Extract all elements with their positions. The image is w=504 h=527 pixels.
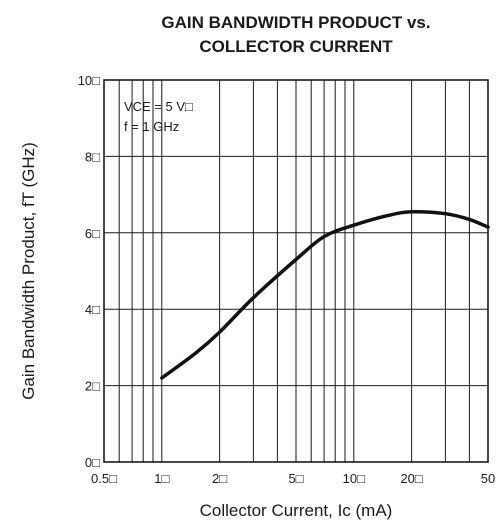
y-axis-label: Gain Bandwidth Product, fT (GHz) xyxy=(19,142,38,400)
annotation-vce: VCE = 5 V□ xyxy=(124,99,193,114)
y-tick-label: 10□ xyxy=(78,73,100,88)
chart-title-line-2: COLLECTOR CURRENT xyxy=(199,37,393,56)
x-tick-label: 5□ xyxy=(288,471,303,486)
x-tick-label: 20□ xyxy=(400,471,422,486)
x-tick-label: 2□ xyxy=(212,471,227,486)
x-tick-label: 1□ xyxy=(154,471,169,486)
annotation-frequency: f = 1 GHz xyxy=(124,119,179,134)
series-layer xyxy=(160,209,490,380)
y-tick-label: 2□ xyxy=(85,379,100,394)
y-tick-label: 6□ xyxy=(85,226,100,241)
y-tick-label: 0□ xyxy=(85,455,100,470)
grid xyxy=(103,79,489,463)
y-tick-label: 4□ xyxy=(85,302,100,317)
plot-frame xyxy=(103,79,489,463)
series-line-0 xyxy=(160,209,490,380)
x-axis-label: Collector Current, Ic (mA) xyxy=(200,501,393,520)
y-tick-label: 8□ xyxy=(85,149,100,164)
x-tick-label: 10□ xyxy=(343,471,365,486)
chart-title-line-1: GAIN BANDWIDTH PRODUCT vs. xyxy=(161,13,430,32)
tick-labels: 0.5□ 1□ 2□ 5□ 10□ 20□ 50 0□ 2□ 4□ 6□ 8□ 10□ xyxy=(78,73,496,486)
x-tick-label: 50 xyxy=(481,471,495,486)
x-tick-label: 0.5□ xyxy=(91,471,117,486)
